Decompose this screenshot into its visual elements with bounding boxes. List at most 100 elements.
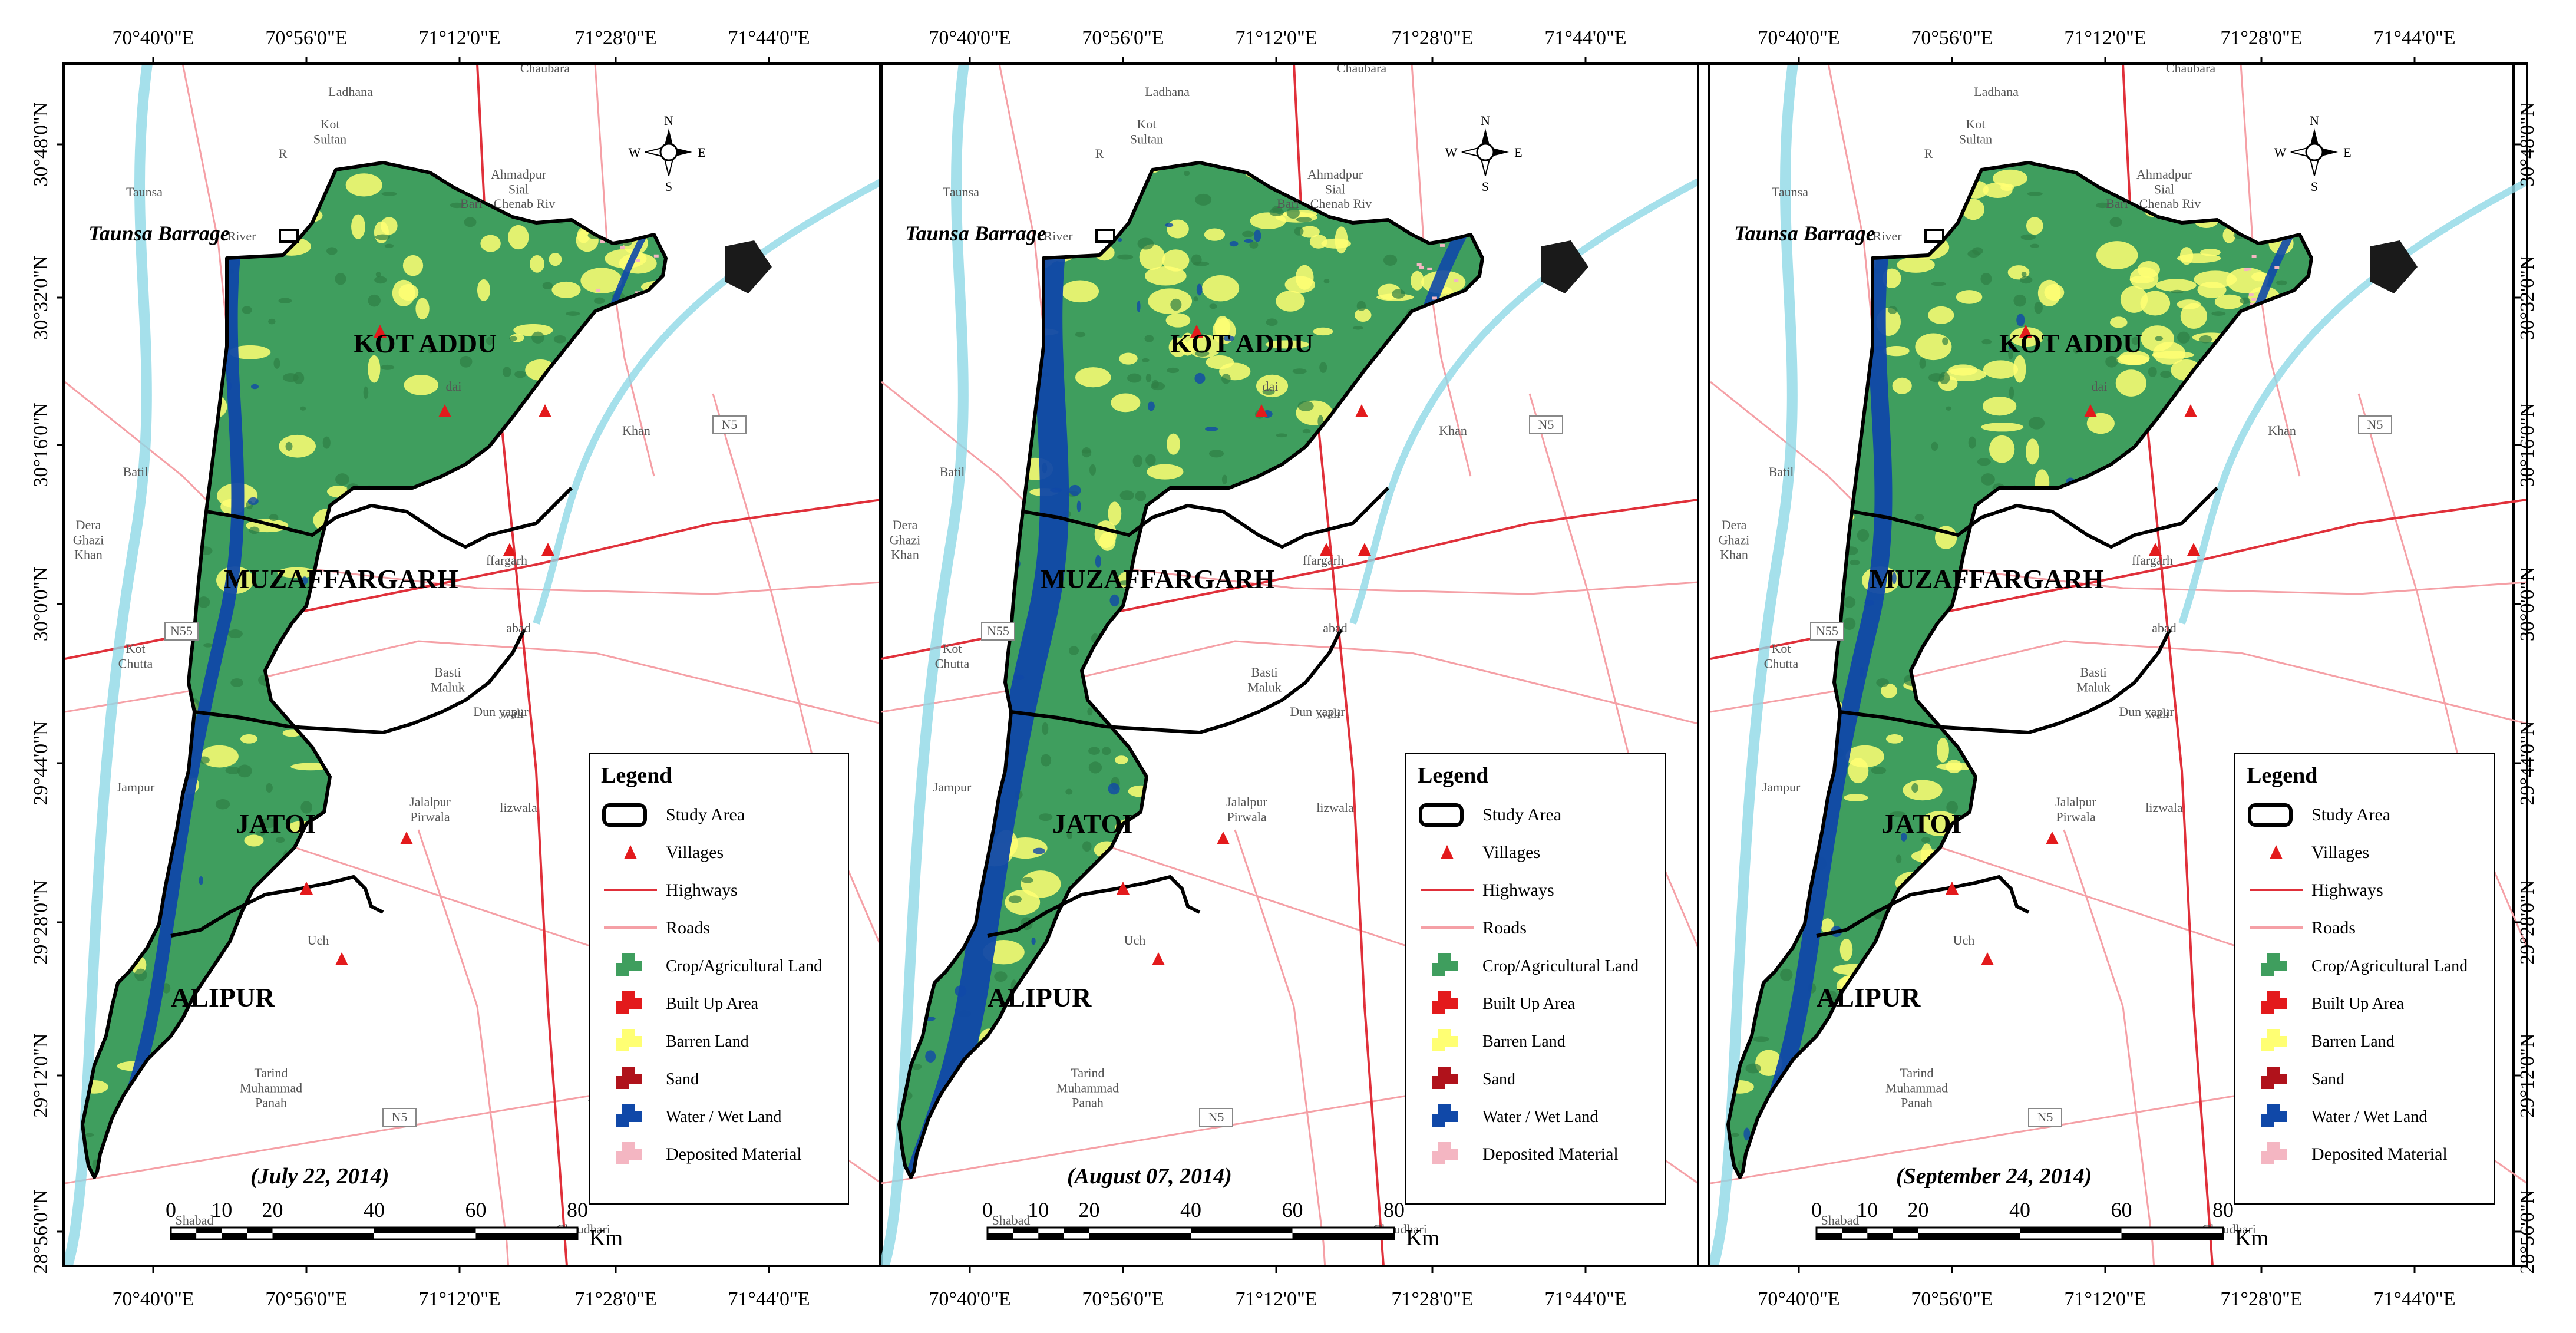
barren-patch (1355, 308, 1372, 322)
crop-speckle (2010, 814, 2017, 826)
legend-swatch-part (1445, 961, 1458, 971)
deposited-patch (626, 495, 632, 499)
barren-patch (1366, 969, 1390, 988)
crop-speckle (1008, 895, 1022, 903)
barren-patch (523, 1137, 537, 1162)
barren-patch (1981, 422, 2024, 432)
water-patch (1049, 487, 1062, 493)
crop-speckle (431, 163, 443, 173)
place-label: Dera Ghazi Khan (73, 517, 104, 562)
barren-patch (580, 268, 623, 294)
barren-patch (2016, 812, 2054, 821)
north-arrow-icon: N S W E (2274, 113, 2352, 194)
crop-speckle (375, 272, 381, 278)
barren-patch (2086, 413, 2115, 434)
deposited-patch (657, 415, 662, 419)
panel-date-label: (July 22, 2014) (250, 1164, 389, 1189)
scale-bar-segment (1013, 1228, 1039, 1233)
crop-speckle (90, 1180, 97, 1189)
barren-patch (361, 829, 404, 842)
legend-swatch-part (616, 1038, 629, 1051)
barren-patch (1983, 510, 2024, 530)
barren-patch (1114, 1067, 1128, 1078)
deposited-patch (646, 223, 652, 226)
water-patch (1137, 301, 1141, 312)
barren-patch (1981, 767, 2010, 780)
barren-patch (1755, 1050, 1782, 1077)
scale-bar-segment (1867, 1233, 1893, 1239)
lon-label-bottom: 70°56'0"E (265, 1288, 347, 1310)
crop-speckle (314, 1011, 326, 1017)
barren-patch (565, 552, 606, 569)
place-label: lizwala (500, 800, 537, 815)
crop-speckle (256, 1133, 271, 1145)
barren-patch (530, 255, 544, 273)
water-patch (1993, 743, 2001, 753)
village-marker (1217, 832, 1230, 844)
deposited-patch (1477, 508, 1482, 512)
crop-speckle (2160, 371, 2172, 378)
barren-patch (2014, 1009, 2048, 1034)
crop-speckle (1132, 454, 1142, 468)
road-line (1528, 393, 1698, 948)
barren-patch (1903, 1032, 1927, 1045)
barren-patch (328, 955, 348, 982)
crop-speckle (2016, 735, 2022, 742)
barren-patch (415, 298, 430, 320)
crop-speckle (412, 603, 427, 616)
crop-speckle (1146, 903, 1152, 912)
lon-label-top: 70°40'0"E (929, 27, 1010, 49)
barren-patch (460, 849, 504, 863)
crop-speckle (1209, 303, 1217, 309)
crop-speckle (1266, 1030, 1272, 1038)
barren-patch (1874, 1057, 1900, 1067)
barren-patch (1883, 345, 1910, 357)
barren-patch (2010, 877, 2044, 886)
barren-patch (1335, 226, 1348, 254)
crop-speckle (1402, 721, 1415, 725)
crop-speckle (1227, 1092, 1233, 1102)
barren-patch (1152, 691, 1187, 718)
barren-patch (2195, 943, 2214, 971)
north-arrow-icon: N S W E (629, 113, 706, 194)
barren-patch (2139, 1015, 2184, 1038)
barren-patch (1276, 291, 1305, 312)
crop-speckle (1018, 1177, 1023, 1182)
crop-speckle (1305, 1000, 1312, 1008)
crop-speckle (1895, 854, 1902, 864)
crop-speckle (975, 368, 989, 373)
scale-bar-tick: 80 (2212, 1198, 2234, 1222)
place-label: Taunsa (943, 184, 979, 199)
water-patch (199, 876, 203, 885)
deposited-patch (2276, 458, 2281, 462)
village-marker (374, 325, 387, 338)
barren-patch (1411, 270, 1424, 291)
crop-speckle (280, 940, 289, 950)
crop-speckle (543, 520, 550, 530)
deposited-patch (2261, 378, 2266, 382)
compass-s: S (1482, 179, 1489, 194)
crop-speckle (502, 367, 511, 377)
legend-swatch-water (2261, 1104, 2287, 1127)
barren-patch (543, 811, 573, 835)
crop-speckle (995, 490, 1006, 499)
place-label: Kot Chutta (1764, 641, 1799, 671)
road-shield (382, 1108, 417, 1127)
crop-speckle (265, 1035, 273, 1042)
water-patch (973, 803, 977, 809)
barren-patch (1728, 260, 1761, 283)
crop-speckle (265, 1042, 273, 1048)
road-label: N5 (1208, 1110, 1224, 1124)
barren-patch (1340, 1058, 1368, 1079)
crop-speckle (1195, 193, 1212, 206)
place-label: Khan (1439, 423, 1467, 438)
crop-speckle (1887, 217, 1902, 222)
crop-speckle (1294, 227, 1304, 236)
legend-swatch-deposited (2261, 1142, 2287, 1164)
barren-patch (1845, 1177, 1872, 1185)
district-label: JATOI (1881, 809, 1961, 839)
barren-patch (1160, 978, 1190, 996)
legend-swatch-part (616, 1076, 629, 1089)
legend-swatch-deposited (1432, 1142, 1458, 1164)
lon-label-top: 71°12'0"E (418, 27, 500, 49)
